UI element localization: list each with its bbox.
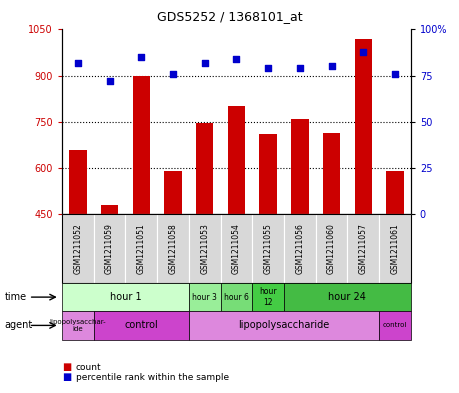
- Bar: [69, 149, 87, 214]
- Bar: [291, 119, 308, 214]
- Text: GSM1211060: GSM1211060: [327, 223, 336, 274]
- Bar: [133, 75, 150, 214]
- Text: percentile rank within the sample: percentile rank within the sample: [76, 373, 229, 382]
- Text: GSM1211053: GSM1211053: [200, 223, 209, 274]
- Bar: [386, 171, 403, 214]
- Text: control: control: [383, 322, 407, 329]
- Text: GSM1211051: GSM1211051: [137, 223, 146, 274]
- Bar: [164, 171, 182, 214]
- Point: [359, 48, 367, 55]
- Bar: [196, 123, 213, 214]
- Text: GSM1211061: GSM1211061: [391, 223, 399, 274]
- Point: [391, 71, 398, 77]
- Text: GDS5252 / 1368101_at: GDS5252 / 1368101_at: [157, 10, 302, 23]
- Text: GSM1211055: GSM1211055: [263, 223, 273, 274]
- Point: [74, 60, 82, 66]
- Point: [264, 65, 272, 72]
- Text: lipopolysacchar-
ide: lipopolysacchar- ide: [50, 319, 106, 332]
- Bar: [259, 134, 277, 214]
- Point: [233, 56, 240, 62]
- Point: [106, 78, 113, 84]
- Text: hour 3: hour 3: [192, 293, 217, 301]
- Text: lipopolysaccharide: lipopolysaccharide: [238, 320, 330, 331]
- Text: hour
12: hour 12: [259, 287, 277, 307]
- Text: count: count: [76, 363, 101, 372]
- Text: agent: agent: [5, 320, 33, 331]
- Text: ■: ■: [62, 362, 71, 373]
- Text: GSM1211058: GSM1211058: [168, 223, 178, 274]
- Bar: [228, 107, 245, 214]
- Text: GSM1211056: GSM1211056: [295, 223, 304, 274]
- Text: GSM1211052: GSM1211052: [73, 223, 82, 274]
- Text: hour 24: hour 24: [329, 292, 366, 302]
- Text: time: time: [5, 292, 27, 302]
- Point: [138, 54, 145, 60]
- Point: [328, 63, 335, 70]
- Point: [169, 71, 177, 77]
- Bar: [323, 132, 340, 214]
- Text: hour 1: hour 1: [110, 292, 141, 302]
- Point: [201, 60, 208, 66]
- Text: GSM1211054: GSM1211054: [232, 223, 241, 274]
- Bar: [101, 205, 118, 214]
- Text: GSM1211059: GSM1211059: [105, 223, 114, 274]
- Text: ■: ■: [62, 372, 71, 382]
- Text: hour 6: hour 6: [224, 293, 249, 301]
- Text: GSM1211057: GSM1211057: [359, 223, 368, 274]
- Point: [296, 65, 303, 72]
- Text: control: control: [124, 320, 158, 331]
- Bar: [354, 39, 372, 214]
